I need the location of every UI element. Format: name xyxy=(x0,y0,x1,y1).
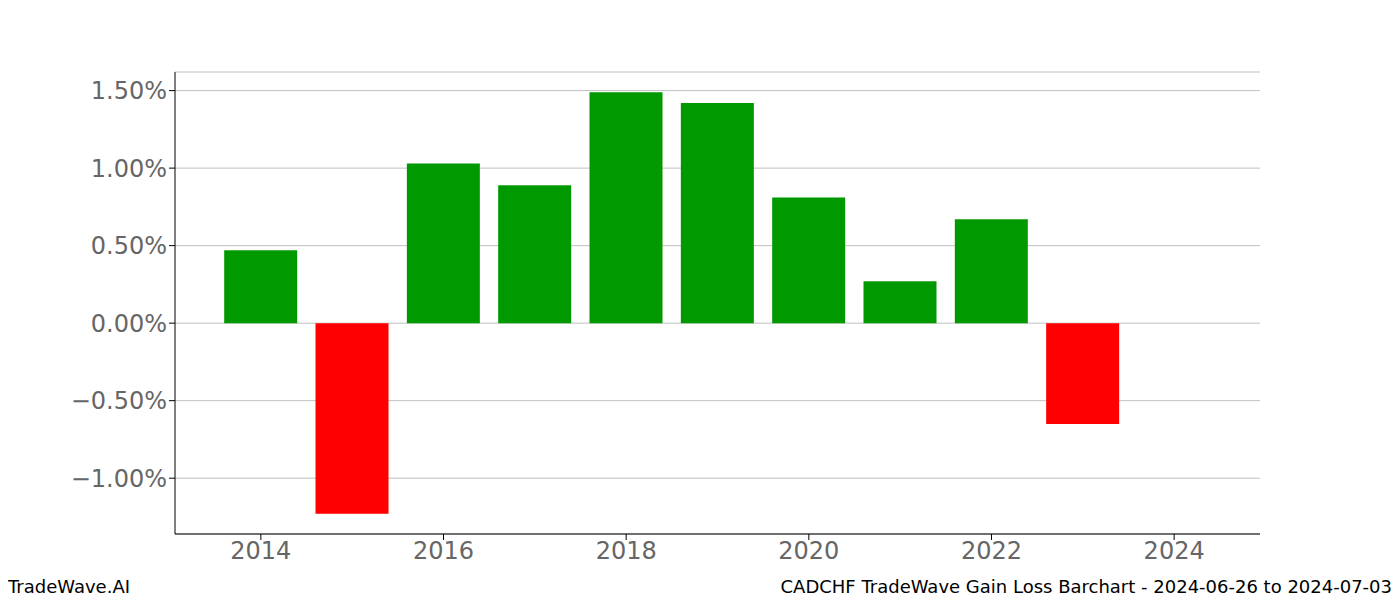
svg-text:0.50%: 0.50% xyxy=(91,232,167,260)
svg-text:−0.50%: −0.50% xyxy=(71,387,167,415)
svg-text:2024: 2024 xyxy=(1144,537,1205,565)
svg-text:2020: 2020 xyxy=(778,537,839,565)
svg-text:1.00%: 1.00% xyxy=(91,155,167,183)
svg-text:2018: 2018 xyxy=(596,537,657,565)
svg-text:2016: 2016 xyxy=(413,537,474,565)
html-text:TradeWave.AI: TradeWave.AI xyxy=(8,576,130,597)
svg-text:2014: 2014 xyxy=(230,537,291,565)
html-text:CADCHF TradeWave Gain Loss Bar: CADCHF TradeWave Gain Loss Barchart - 20… xyxy=(780,576,1392,597)
svg-text:2022: 2022 xyxy=(961,537,1022,565)
svg-text:−1.00%: −1.00% xyxy=(71,465,167,493)
svg-text:0.00%: 0.00% xyxy=(91,310,167,338)
svg-text:1.50%: 1.50% xyxy=(91,77,167,105)
